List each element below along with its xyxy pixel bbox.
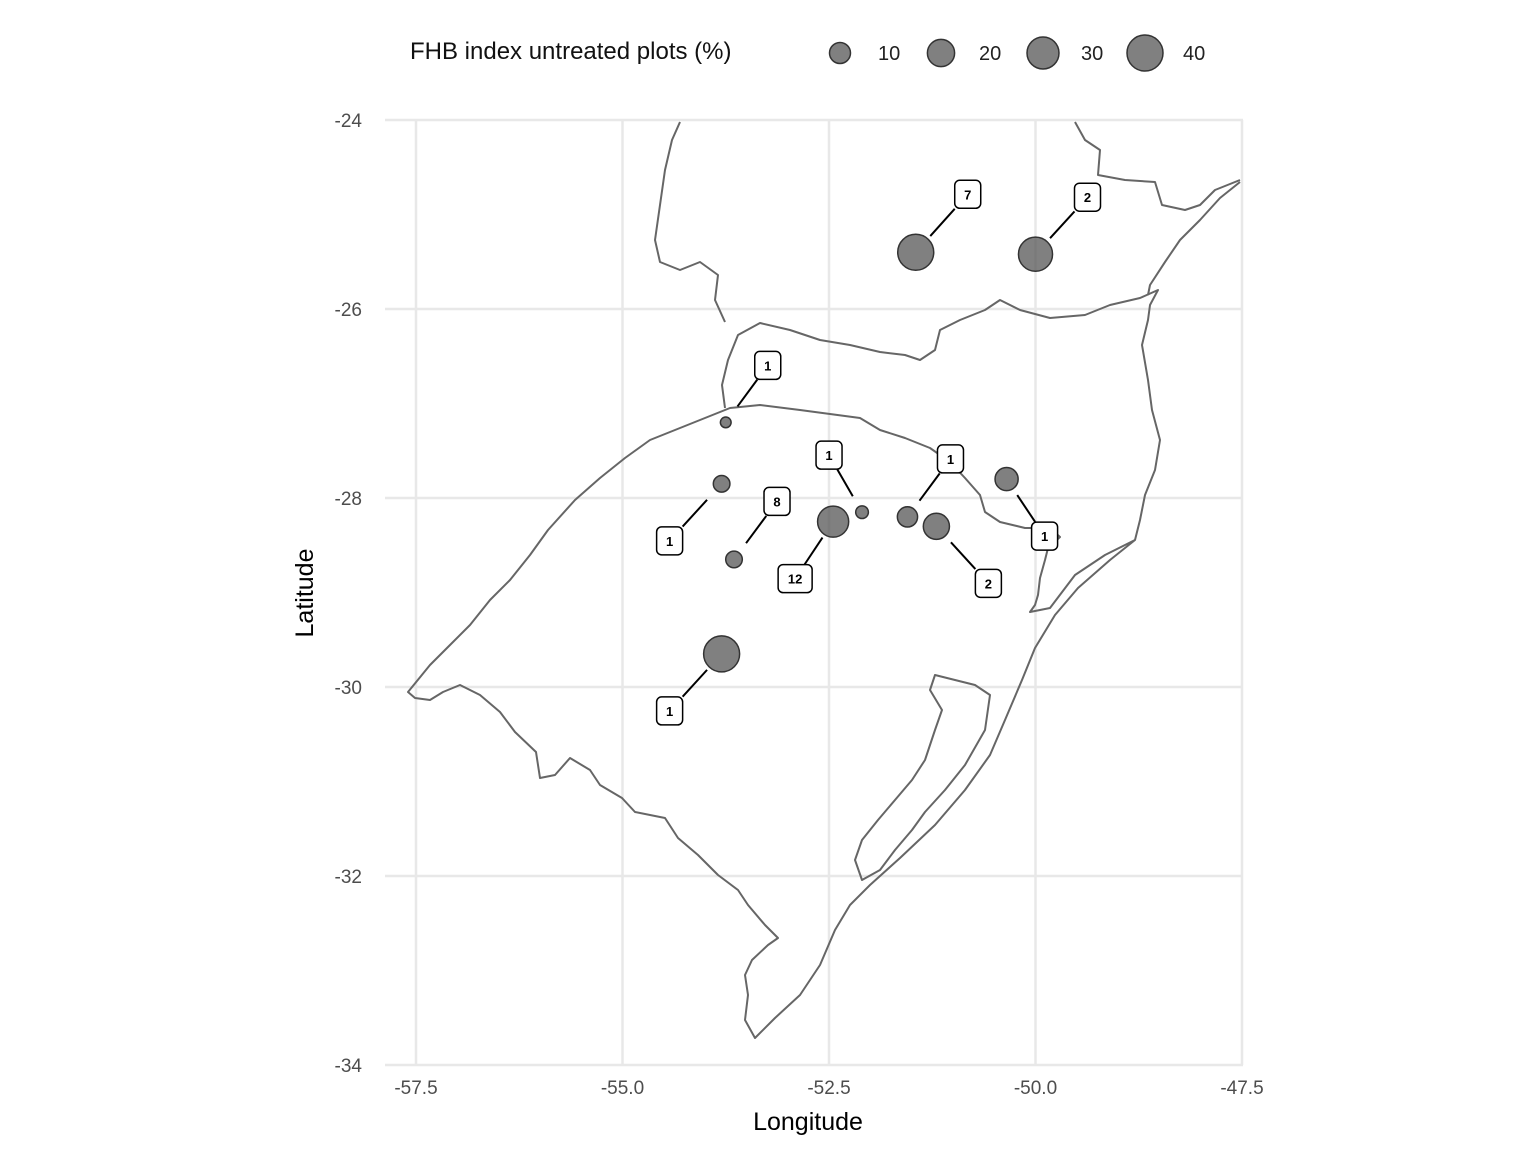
grid-lines <box>385 118 1244 1067</box>
border-lagoon <box>854 674 991 881</box>
fhb-point <box>702 635 741 673</box>
count-label: 1 <box>1041 529 1048 544</box>
label-leader <box>1049 210 1076 239</box>
count-label-box <box>777 563 813 594</box>
x-tick-label: -50.0 <box>1014 1078 1057 1099</box>
fhb-point <box>724 550 744 569</box>
legend-key-40 <box>1126 34 1164 72</box>
label-leader <box>929 208 956 237</box>
data-points <box>702 233 1054 673</box>
legend-key-10 <box>828 41 852 65</box>
count-labels: 7 2 1 1 1 1 1 8 12 2 1 <box>655 179 1102 726</box>
fhb-point <box>1017 236 1054 272</box>
count-label: 2 <box>1084 190 1091 205</box>
y-tick-label: -32 <box>335 867 362 888</box>
fhb-point <box>896 233 935 272</box>
count-label-box <box>974 568 1003 599</box>
y-tick-label: -30 <box>335 678 362 699</box>
label-leader <box>918 472 941 502</box>
count-label-box <box>936 444 965 474</box>
count-label-box <box>1030 521 1059 551</box>
fhb-point <box>719 416 732 429</box>
y-tick-label: -26 <box>335 300 362 321</box>
legend-label: 30 <box>1081 43 1103 65</box>
legend-key-20 <box>926 38 956 68</box>
count-label: 12 <box>788 572 802 587</box>
count-label: 7 <box>964 187 971 202</box>
label-leader <box>836 468 854 497</box>
border-santa-catarina <box>721 289 1161 541</box>
fhb-point <box>896 506 919 528</box>
legend-title: FHB index untreated plots (%) <box>410 38 732 65</box>
y-tick-label: -34 <box>335 1056 363 1077</box>
count-label-box <box>953 179 982 210</box>
label-leader <box>681 499 708 528</box>
x-tick-label: -47.5 <box>1220 1078 1263 1099</box>
count-label-box <box>815 440 843 470</box>
y-tick-label: -24 <box>335 111 363 132</box>
fhb-point <box>816 505 850 538</box>
legend-label: 20 <box>979 43 1001 65</box>
count-label: 1 <box>764 358 771 373</box>
x-tick-label: -55.0 <box>601 1078 644 1099</box>
x-tick-label: -52.5 <box>807 1078 850 1099</box>
legend-label: 40 <box>1183 43 1205 65</box>
label-leader <box>803 537 824 565</box>
legend: 10 20 30 40 <box>828 34 1205 72</box>
count-label-box <box>754 350 782 381</box>
label-leader <box>950 541 977 570</box>
fhb-point <box>854 505 870 520</box>
count-label-box <box>655 526 684 556</box>
count-label-box <box>763 486 791 517</box>
count-label-box <box>1073 182 1102 212</box>
label-leader <box>745 515 768 544</box>
legend-key-30 <box>1026 36 1060 70</box>
count-label: 1 <box>666 534 673 549</box>
count-label: 1 <box>947 452 954 467</box>
state-borders <box>407 121 1241 1039</box>
label-leader <box>681 669 708 698</box>
count-label: 8 <box>773 494 780 509</box>
label-leader <box>1016 494 1036 523</box>
y-tick-label: -28 <box>335 489 362 510</box>
border-parana <box>654 121 1241 323</box>
count-label: 1 <box>825 448 832 463</box>
count-label: 2 <box>985 576 992 591</box>
axis-ticks: -57.5 -55.0 -52.5 -50.0 -47.5 -24 -26 -28 -30 -32… <box>335 111 1264 1099</box>
x-tick-label: -57.5 <box>394 1078 437 1099</box>
legend-label: 10 <box>878 43 900 65</box>
count-label-box <box>655 696 684 726</box>
fhb-point <box>712 474 731 493</box>
y-axis-title: Latitude <box>291 549 319 638</box>
fhb-point <box>922 512 951 541</box>
count-label: 1 <box>666 704 673 719</box>
fhb-point <box>994 466 1019 492</box>
label-leader <box>736 379 759 408</box>
x-axis-title: Longitude <box>753 1108 863 1136</box>
